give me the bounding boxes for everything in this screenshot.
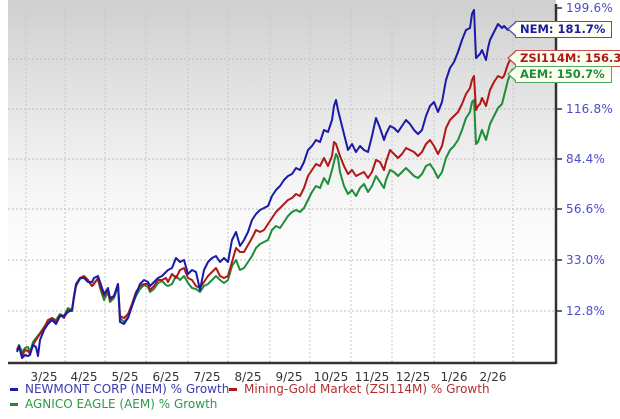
x-tick-label: 4/25 [70,370,98,384]
y-axis-ticks [556,7,562,312]
x-tick-label: 12/25 [395,370,431,384]
x-tick-label: 8/25 [234,370,262,384]
horizontal-gridlines [8,58,556,312]
legend-label: NEWMONT CORP (NEM) % Growth [25,382,230,396]
legend-item-nem: NEWMONT CORP (NEM) % Growth [10,382,229,396]
legend-swatch-icon [10,402,18,406]
legend-item-aem: AGNICO EAGLE (AEM) % Growth [10,397,217,411]
x-tick-label: 7/25 [193,370,221,384]
y-tick-label: 116.8% [566,102,613,116]
x-tick-label: 10/25 [313,370,349,384]
y-tick-label: 84.4% [566,152,606,166]
x-tick-label: 3/25 [30,370,58,384]
series-line-nem [16,9,514,359]
legend-swatch-icon [229,387,237,391]
legend-swatch-icon [10,387,18,391]
x-tick-label: 1/26 [440,370,468,384]
series-line-zsi114m [16,55,514,357]
last-value-tag-aem: AEM: 150.7% [507,66,612,83]
legend-item-zsi114m: Mining-Gold Market (ZSI114M) % Growth [229,382,490,396]
x-tick-label: 2/26 [479,370,507,384]
y-tick-label: 56.6% [566,202,606,216]
legend-label: AGNICO EAGLE (AEM) % Growth [25,397,218,411]
y-tick-label: 33.0% [566,253,606,267]
vertical-gridlines [25,8,514,363]
last-value-tag-zsi114m: ZSI114M: 156.3% [507,50,620,67]
last-value-tag-nem: NEM: 181.7% [506,21,613,38]
y-tick-label: 199.6% [566,1,613,15]
x-tick-label: 6/25 [152,370,180,384]
x-tick-label: 9/25 [275,370,303,384]
legend-label: Mining-Gold Market (ZSI114M) % Growth [244,382,490,396]
y-tick-label: 12.8% [566,304,606,318]
series-line-aem [16,68,515,353]
x-tick-label: 5/25 [111,370,139,384]
x-tick-label: 11/25 [354,370,390,384]
